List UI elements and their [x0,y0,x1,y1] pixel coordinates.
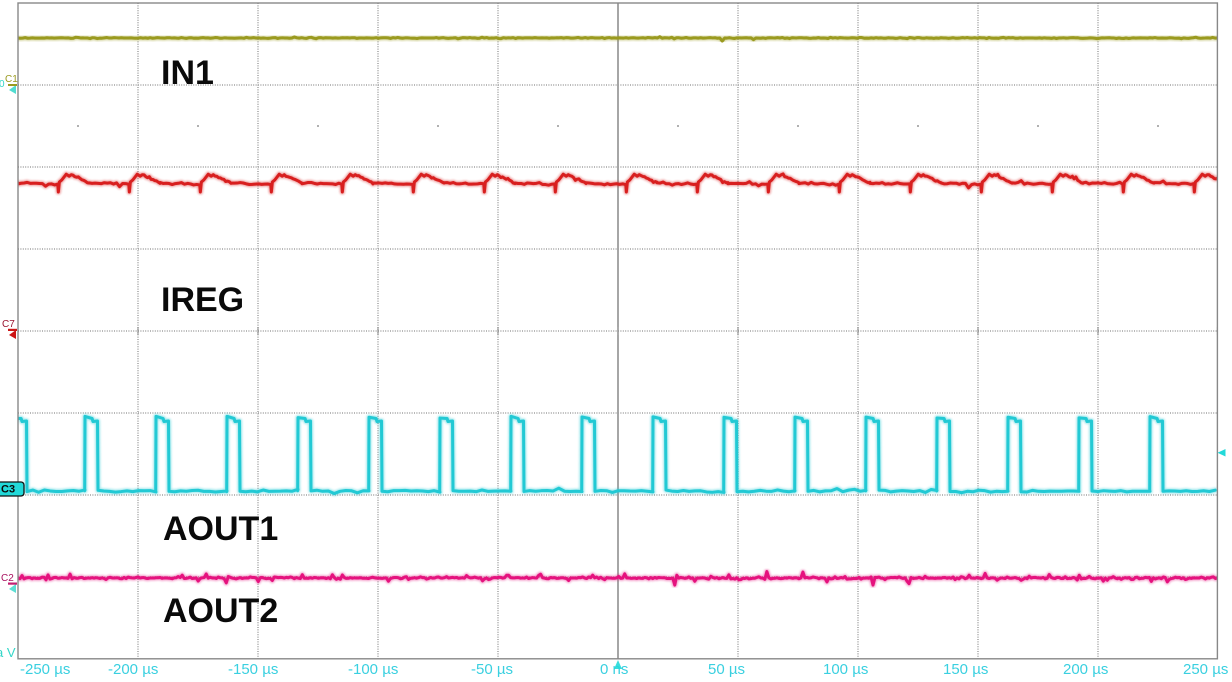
svg-text:50 µs: 50 µs [708,661,745,678]
svg-text:-150 µs: -150 µs [228,661,278,678]
svg-text:200 µs: 200 µs [1063,661,1108,678]
svg-text:C3: C3 [1,484,15,496]
svg-text:0 ns: 0 ns [600,661,628,678]
svg-text:C1: C1 [5,74,18,85]
svg-text:-250 µs: -250 µs [20,661,70,678]
svg-text:-200 µs: -200 µs [108,661,158,678]
svg-text:C2: C2 [1,573,14,584]
svg-text:C7: C7 [2,319,15,330]
svg-text:AOUT2: AOUT2 [163,592,278,630]
svg-text:-100 µs: -100 µs [348,661,398,678]
svg-text:150 µs: 150 µs [943,661,988,678]
svg-text:-50 µs: -50 µs [471,661,513,678]
svg-text:100 µs: 100 µs [823,661,868,678]
svg-text:a V: a V [0,645,16,660]
svg-text:250 µs: 250 µs [1183,661,1228,678]
svg-text:IREG: IREG [161,281,244,319]
svg-text:IN1: IN1 [161,54,214,92]
svg-text:AOUT1: AOUT1 [163,510,278,548]
